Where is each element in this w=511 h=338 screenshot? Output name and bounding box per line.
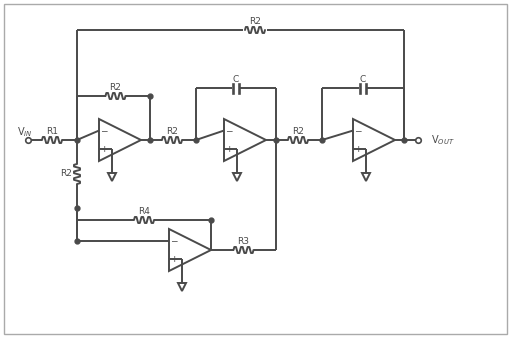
Text: V$_{OUT}$: V$_{OUT}$ — [431, 133, 455, 147]
Text: R2: R2 — [249, 17, 261, 25]
Text: C: C — [360, 74, 366, 83]
Text: R2: R2 — [292, 126, 304, 136]
Text: V$_{IN}$: V$_{IN}$ — [17, 125, 33, 139]
FancyBboxPatch shape — [4, 4, 507, 334]
Text: +: + — [170, 255, 178, 264]
Text: R3: R3 — [238, 237, 249, 245]
Text: R1: R1 — [46, 126, 58, 136]
Text: −: − — [170, 236, 178, 245]
Text: −: − — [354, 126, 362, 135]
Text: R4: R4 — [138, 207, 150, 216]
Text: C: C — [233, 74, 239, 83]
Text: −: − — [225, 126, 233, 135]
Text: −: − — [100, 126, 108, 135]
Text: +: + — [354, 145, 362, 154]
Text: +: + — [100, 145, 108, 154]
Text: +: + — [225, 145, 233, 154]
Text: R2: R2 — [60, 169, 72, 178]
Text: R2: R2 — [166, 126, 178, 136]
Text: R2: R2 — [109, 82, 122, 92]
